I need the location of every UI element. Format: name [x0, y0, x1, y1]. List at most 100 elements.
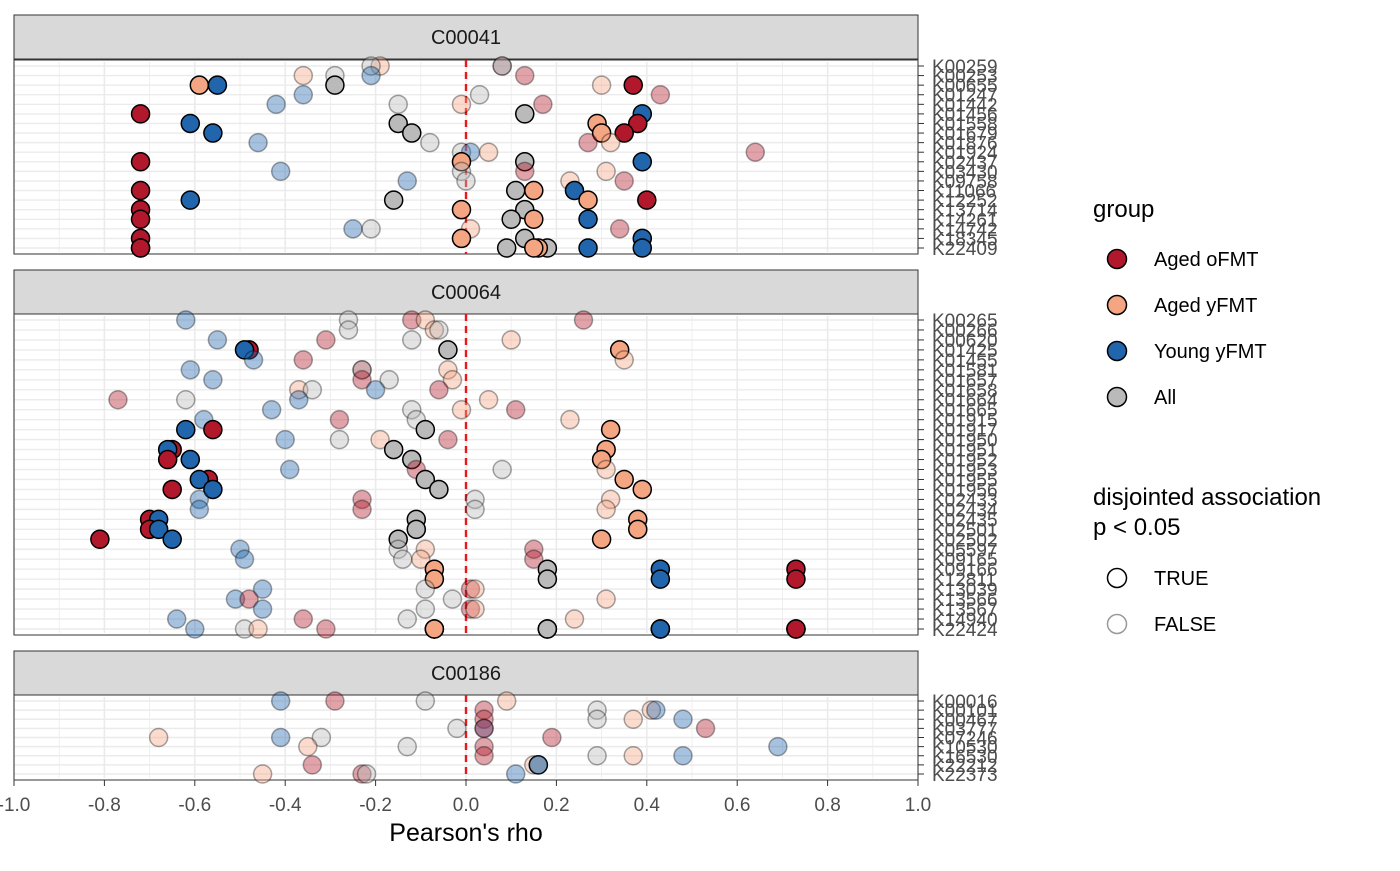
data-point	[189, 469, 210, 490]
data-point	[632, 479, 653, 500]
panel-y-axis: K00016K00101K00467K03777K07246K10530K165…	[918, 692, 998, 786]
data-point	[397, 609, 417, 629]
data-point	[786, 569, 806, 589]
legend-item-young-yfmt: Young yFMT	[1106, 340, 1267, 363]
data-point	[623, 746, 643, 766]
legend-item-aged-yfmt: Aged yFMT	[1106, 294, 1257, 317]
data-point	[695, 718, 716, 739]
y-tick-label: K01955	[932, 470, 998, 491]
data-point	[745, 142, 766, 162]
data-point	[609, 219, 630, 239]
data-point	[456, 171, 476, 191]
data-point	[673, 746, 693, 766]
data-point	[578, 238, 598, 258]
x-tick-label: 1.0	[905, 795, 931, 816]
data-point	[478, 389, 499, 410]
y-tick-label: K13714	[932, 201, 998, 222]
panel-c00186: C00186 K00016K00101K00467K03777K07246K105…	[13, 650, 998, 786]
data-point	[623, 709, 643, 729]
panel-strip-title: C00064	[431, 282, 501, 304]
data-point	[614, 469, 634, 490]
data-point	[406, 519, 427, 540]
data-point	[496, 238, 517, 258]
y-tick-label: K09758	[932, 172, 998, 193]
data-point	[402, 449, 422, 470]
y-tick-label: K00259	[932, 57, 998, 78]
x-tick-label: -0.4	[269, 795, 302, 816]
data-point	[596, 499, 616, 520]
data-point	[505, 764, 526, 784]
y-tick-label: K00620	[932, 331, 998, 352]
data-point	[90, 529, 110, 550]
legend-label: Aged oFMT	[1154, 249, 1258, 271]
data-point	[637, 190, 657, 210]
data-point	[596, 589, 616, 609]
y-tick-label: K01581	[932, 361, 998, 382]
data-point	[492, 56, 512, 76]
y-tick-label: K00266	[932, 321, 998, 342]
data-point	[524, 209, 544, 230]
data-point	[415, 419, 436, 440]
data-point	[591, 123, 612, 143]
data-point	[166, 609, 187, 629]
data-point	[478, 142, 499, 162]
data-point	[564, 180, 585, 201]
y-tick-label: K22212	[932, 756, 998, 777]
legend-swatch	[1106, 294, 1128, 316]
data-point	[379, 370, 399, 390]
y-tick-label: K10530	[932, 738, 998, 759]
data-point	[591, 449, 612, 470]
data-point	[130, 180, 151, 201]
data-point	[176, 419, 196, 440]
data-point	[130, 152, 151, 172]
data-point	[383, 190, 404, 210]
data-point	[203, 479, 223, 500]
data-point	[650, 619, 671, 639]
data-point	[316, 330, 336, 350]
data-point	[189, 75, 210, 95]
data-point	[402, 399, 422, 420]
data-point	[623, 75, 643, 95]
data-point	[587, 709, 607, 729]
data-point	[614, 123, 634, 143]
data-point	[329, 409, 350, 430]
data-point	[185, 619, 205, 639]
data-point	[302, 755, 323, 775]
legend-label: FALSE	[1154, 614, 1216, 636]
data-point	[266, 94, 286, 115]
data-point	[650, 569, 671, 589]
panel-points	[90, 310, 806, 639]
data-point	[573, 310, 594, 330]
data-point	[600, 419, 621, 440]
data-point	[424, 569, 445, 589]
legend-sig-false: FALSE	[1106, 613, 1216, 636]
data-point	[596, 161, 616, 182]
x-axis-label: Pearson's rho	[389, 819, 542, 847]
data-point	[162, 529, 182, 550]
y-tick-label: K13567	[932, 600, 998, 621]
data-point	[279, 459, 300, 480]
x-tick-label: -0.8	[88, 795, 121, 816]
data-point	[203, 123, 223, 143]
data-point	[528, 755, 549, 775]
data-point	[609, 340, 630, 360]
data-point	[176, 389, 196, 410]
y-tick-label: K00265	[932, 311, 998, 332]
data-point	[108, 389, 128, 410]
data-point	[352, 360, 372, 380]
data-point	[180, 449, 201, 470]
data-point	[293, 609, 314, 629]
legend-sig-title-line2: p < 0.05	[1093, 514, 1180, 541]
data-point	[203, 370, 223, 390]
data-point	[148, 519, 169, 540]
data-point	[293, 84, 314, 105]
data-point	[180, 360, 201, 380]
data-point	[176, 310, 196, 330]
data-point	[768, 736, 788, 757]
y-tick-label: K13039	[932, 580, 998, 601]
data-point	[252, 599, 273, 619]
legend-item-aged-ofmt: Aged oFMT	[1106, 248, 1258, 271]
panel-points	[130, 56, 766, 258]
y-tick-label: K01951	[932, 441, 998, 462]
